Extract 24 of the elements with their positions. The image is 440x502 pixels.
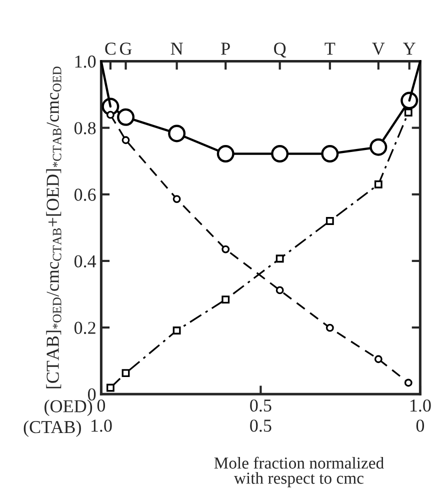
x-axis-title: Mole fraction normalized with respect to cmc	[214, 456, 384, 488]
text: Q	[274, 42, 286, 58]
text: N	[170, 42, 183, 55]
x2-tick-label: 0.5	[250, 420, 272, 432]
y-tick-label: 0.4	[74, 255, 96, 268]
text: P	[221, 42, 230, 55]
x-tick-label: 1.0	[410, 399, 431, 412]
y-tick-label: 0	[88, 388, 96, 401]
y-axis-title: [CTAB]$_{*OED}$/cmc$_{CTAB}$+[OED]$_{*CTAB}$/cmc$_{OED}$	[46, 66, 62, 388]
text: (OED)	[44, 400, 92, 416]
text: T	[324, 42, 336, 55]
y-tick-label: 0.2	[74, 322, 96, 334]
text: (CTAB)	[24, 420, 81, 437]
text: C	[105, 42, 116, 55]
y-tick-label: 0.6	[74, 188, 96, 201]
x-tick-label: 0	[97, 399, 106, 412]
x-tick-label: 0.5	[250, 399, 272, 412]
text: G	[120, 42, 132, 55]
x2-tick-label: 1.0	[92, 420, 112, 432]
x2-tick-label: 0	[416, 420, 424, 432]
y-tick-label: 0.8	[74, 122, 96, 134]
y-tick-label: 1.0	[75, 56, 96, 68]
text: Y	[403, 42, 416, 55]
text: V	[372, 42, 385, 55]
